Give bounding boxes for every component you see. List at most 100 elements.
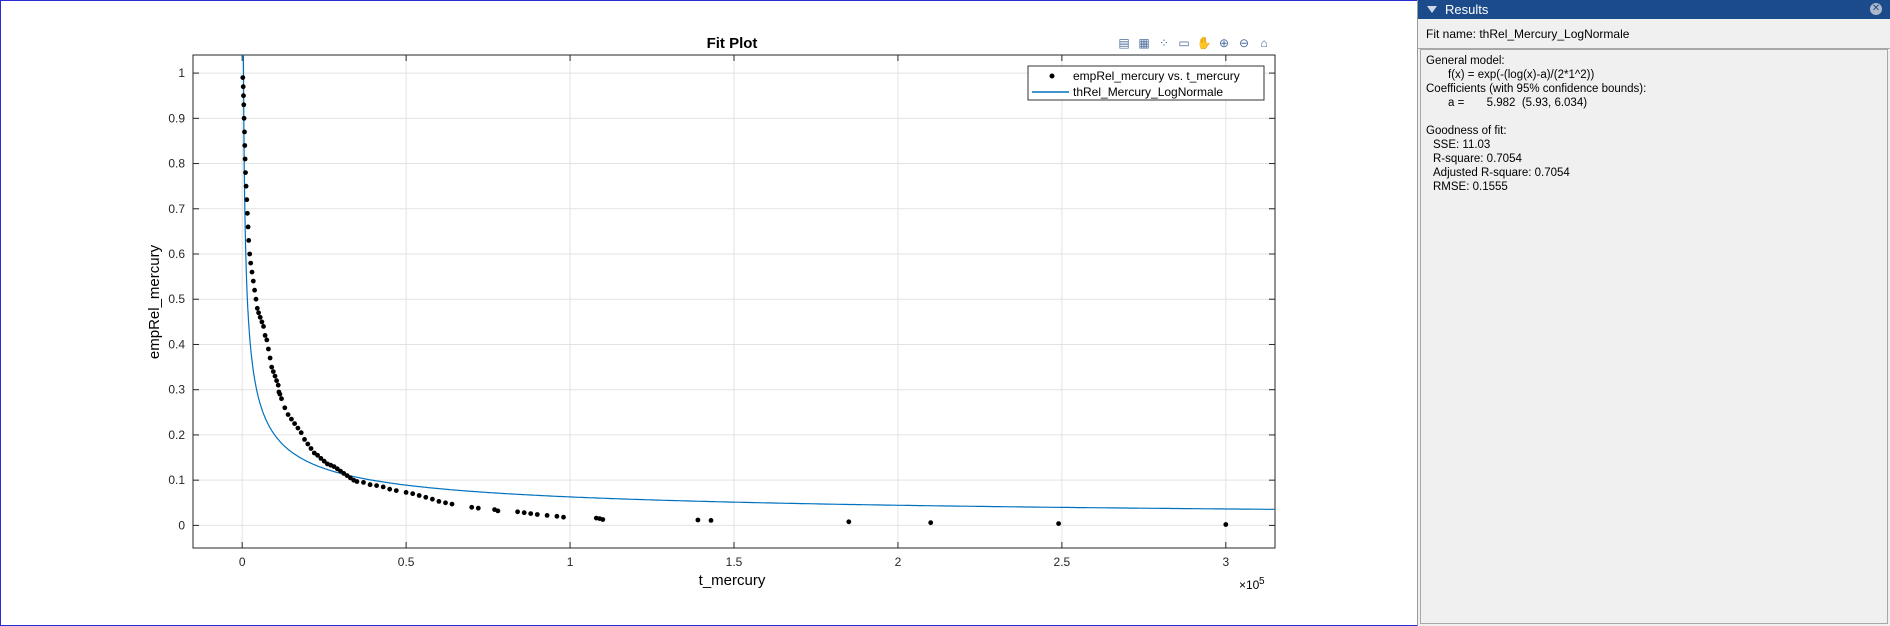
data-point [554,513,560,519]
data-point [928,520,934,526]
data-point [241,102,247,108]
y-tick-label: 0.6 [168,247,185,261]
grid-lines [193,55,1275,548]
data-point [279,396,284,402]
y-tick-label: 0.3 [168,383,185,397]
data-point [298,430,304,436]
coefficient-a: a = 5.982 (5.93, 6.034) [1448,97,1588,109]
data-point [534,512,540,517]
data-point [561,514,566,520]
data-point [1223,522,1229,527]
data-point [436,499,442,504]
grid-icon[interactable]: ▦ [1138,36,1150,50]
legend-data-label: empRel_mercury vs. t_mercury [1073,69,1240,83]
brush-icon[interactable]: ▭ [1178,36,1190,50]
sse-value: SSE: 11.03 [1433,139,1491,151]
data-point [266,346,271,352]
data-point [242,156,248,162]
data-point [361,480,366,485]
tick-labels: 0 0.5 1 1.5 2 2.5 3 0 0.1 0.2 0.3 0.4 0.5 0.6 0.7 0.8 0.… [168,66,1229,569]
axes-box [192,54,1276,549]
data-point [254,305,260,311]
rmse-value: RMSE: 0.1555 [1433,181,1508,193]
data-point [282,405,288,411]
data-point [259,319,265,325]
x-tick-label: 1 [567,555,574,569]
data-point [245,224,251,230]
legend[interactable]: empRel_mercury vs. t_mercury thRel_Mercu… [1027,65,1265,101]
results-header[interactable]: Results ✕ [1418,0,1890,19]
results-text-box[interactable]: General model: f(x) = exp(-(log(x)-a)/(2… [1420,49,1888,624]
data-point [423,494,429,500]
data-point [387,486,393,492]
data-point [272,373,278,379]
data-point [289,416,294,422]
close-icon[interactable]: ✕ [1870,3,1882,15]
y-tick-label: 1 [178,66,185,80]
data-point [416,493,422,498]
data-point [515,509,520,515]
collapse-triangle-icon[interactable] [1427,6,1437,13]
fit-plot[interactable]: Fit Plot 0 0.5 1 1.5 2 2.5 3 0 0.1 0.2 0.3 0.4 0.5 0.… [1,1,1417,625]
y-tick-label: 0.4 [168,337,185,351]
data-point [475,505,481,511]
plot-panel[interactable]: Fit Plot 0 0.5 1 1.5 2 2.5 3 0 0.1 0.2 0.3 0.4 0.5 0.… [1,1,1417,625]
y-tick-label: 0.8 [168,157,185,171]
data-point [243,183,249,189]
x-tick-label: 3 [1222,555,1229,569]
data-point [242,143,248,148]
data-point [243,170,248,176]
data-point [600,517,606,522]
y-axis-label: empRel_mercury [146,244,163,359]
general-model-label: General model: [1426,55,1505,67]
data-point [270,369,276,374]
data-point [257,314,263,320]
data-point [285,412,291,417]
zoom-in-icon[interactable]: ⊕ [1218,36,1230,50]
x-axis-label: t_mercury [699,572,766,589]
model-formula: f(x) = exp(-(log(x)-a)/(2*1^2)) [1448,69,1595,81]
data-point [245,210,250,216]
data-point [528,511,534,516]
x-exponent-base: ×10 [1239,578,1260,592]
data-point [256,310,261,316]
data-points-group [240,75,1229,527]
data-point [354,479,360,484]
data-point [380,484,386,490]
y-tick-label: 0.2 [168,428,185,442]
data-point [250,278,256,284]
legend-box [1027,65,1265,101]
data-point [275,382,281,388]
goodness-of-fit-label: Goodness of fit: [1426,125,1507,137]
fit-name: Fit name: thRel_Mercury_LogNormale [1426,26,1630,41]
data-point [430,496,435,502]
zoom-out-icon[interactable]: ⊖ [1238,36,1250,50]
axes [192,54,1276,549]
y-tick-label: 0.7 [168,202,185,216]
fit-name-row: Fit name: thRel_Mercury_LogNormale [1418,19,1890,49]
data-point [240,75,246,80]
data-point [292,421,297,426]
data-point [247,251,253,257]
data-point [544,513,550,518]
data-point [449,501,455,507]
axes-toolbar: ▤ ▦ ⁘ ▭ ✋ ⊕ ⊖ ⌂ [1115,34,1273,54]
y-tick-label: 0.5 [168,292,185,306]
data-point [521,510,527,516]
home-icon[interactable]: ⌂ [1260,36,1268,50]
data-point [315,452,320,458]
fit-curve-group [242,54,1275,510]
x-tick-label: 2 [895,555,902,569]
data-point [708,518,714,523]
data-point [403,490,409,495]
x-exponent-power: 5 [1259,576,1265,587]
data-point [253,296,259,302]
data-cursor-icon[interactable]: ⁘ [1158,36,1170,50]
pan-icon[interactable]: ✋ [1196,36,1212,50]
x-tick-label: 2.5 [1054,555,1071,569]
legend-icon[interactable]: ▤ [1118,36,1130,50]
rsquare-value: R-square: 0.7054 [1433,153,1522,165]
data-point [241,115,247,121]
data-point [367,482,373,488]
data-point [318,456,324,461]
